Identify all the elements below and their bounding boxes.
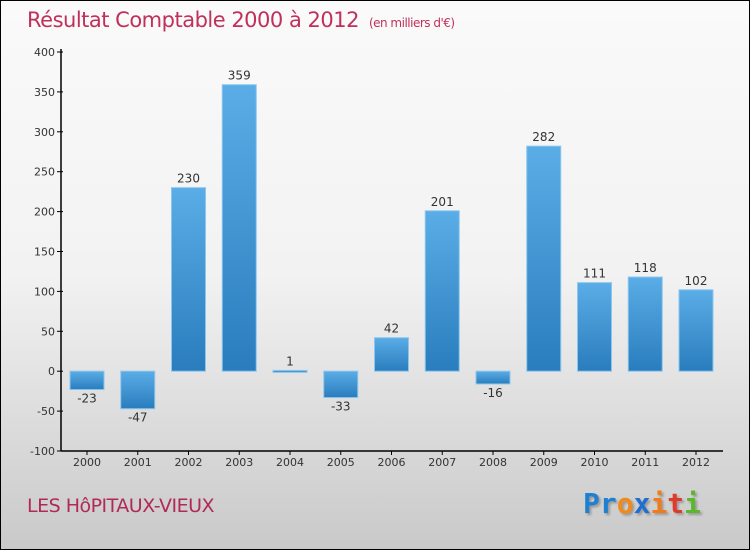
x-tick-label: 2012 <box>682 456 710 469</box>
data-label-2009: 282 <box>532 130 555 144</box>
bar-2001 <box>120 370 156 410</box>
x-tick-label: 2001 <box>124 456 152 469</box>
bar-2004 <box>272 369 308 373</box>
proxiti-logo[interactable]: Proxiti <box>583 487 702 520</box>
data-label-2008: -16 <box>483 386 503 400</box>
y-tick-label: -100 <box>30 445 55 458</box>
data-label-2004: 1 <box>286 354 294 368</box>
commune-name: LES HôPITAUX-VIEUX <box>27 495 215 517</box>
title-text: Résultat Comptable 2000 à 2012 <box>27 8 359 32</box>
x-tick-label: 2011 <box>631 456 659 469</box>
data-label-2011: 118 <box>634 261 657 275</box>
data-label-2003: 359 <box>228 69 251 83</box>
data-label-2005: -33 <box>331 400 351 414</box>
bar-2009 <box>526 145 562 372</box>
chart-subtitle: (en milliers d'€) <box>368 16 455 30</box>
x-tick-label: 2002 <box>175 456 203 469</box>
data-label-2001: -47 <box>128 411 148 425</box>
data-label-2006: 42 <box>384 322 399 336</box>
bar-2006 <box>374 337 409 372</box>
data-label-2002: 230 <box>177 172 200 186</box>
bar-2010 <box>577 282 612 372</box>
y-tick-label: 100 <box>34 285 55 298</box>
x-tick-label: 2006 <box>378 456 406 469</box>
x-tick-label: 2008 <box>479 456 507 469</box>
y-tick-label: 350 <box>34 86 55 99</box>
chart-title: Résultat Comptable 2000 à 2012 (en millie… <box>27 8 455 32</box>
y-tick-label: 400 <box>34 46 55 59</box>
y-tick-label: 50 <box>41 325 55 338</box>
data-label-2000: -23 <box>77 392 97 406</box>
bar-2007 <box>424 210 460 372</box>
y-tick-label: 0 <box>48 365 55 378</box>
x-tick-label: 2007 <box>428 456 456 469</box>
bar-2012 <box>678 289 714 372</box>
data-label-2007: 201 <box>431 195 454 209</box>
x-tick-label: 2009 <box>530 456 558 469</box>
y-tick-label: 250 <box>34 166 55 179</box>
y-tick-label: 300 <box>34 126 55 139</box>
y-tick-label: 200 <box>34 206 55 219</box>
y-tick-label: 150 <box>34 246 55 259</box>
bar-2002 <box>171 187 206 372</box>
x-tick-label: 2010 <box>581 456 609 469</box>
bar-2000 <box>69 370 105 391</box>
x-tick-label: 2000 <box>73 456 101 469</box>
y-tick-label: -50 <box>37 405 55 418</box>
bar-2005 <box>323 370 359 399</box>
bar-2011 <box>627 276 663 372</box>
data-label-2012: 102 <box>685 274 708 288</box>
x-tick-label: 2005 <box>327 456 355 469</box>
bar-2008 <box>475 370 511 385</box>
x-tick-label: 2004 <box>276 456 304 469</box>
data-label-2010: 111 <box>583 267 606 281</box>
x-tick-label: 2003 <box>225 456 253 469</box>
bar-2003 <box>221 84 257 372</box>
